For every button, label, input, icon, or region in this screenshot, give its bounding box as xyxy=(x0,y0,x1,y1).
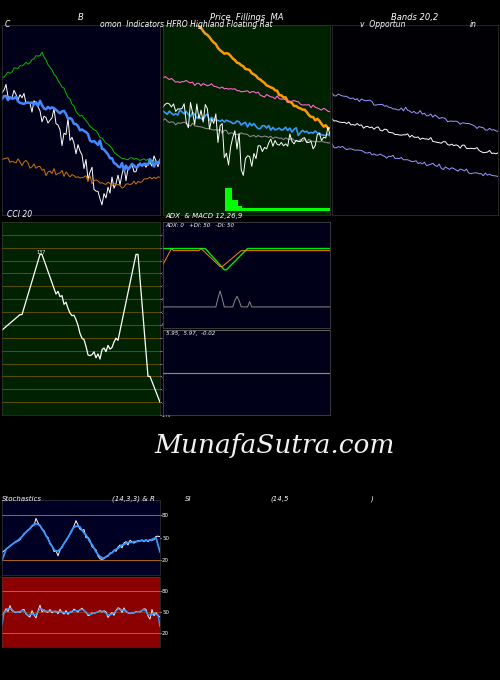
Text: 137: 137 xyxy=(36,250,46,256)
Bar xyxy=(302,208,304,211)
Bar xyxy=(280,208,282,211)
Bar xyxy=(264,208,266,211)
Text: (14,3,3) & R: (14,3,3) & R xyxy=(112,495,155,502)
Text: MunafaSutra.com: MunafaSutra.com xyxy=(155,433,395,458)
Bar xyxy=(236,200,238,211)
Bar xyxy=(259,208,262,211)
Bar xyxy=(240,205,242,211)
Bar xyxy=(253,208,255,211)
Bar xyxy=(238,205,240,211)
Text: Stochastics: Stochastics xyxy=(2,496,42,502)
Bar xyxy=(324,208,327,211)
Text: Bands 20,2: Bands 20,2 xyxy=(392,13,438,22)
Bar xyxy=(276,208,278,211)
Bar xyxy=(274,208,276,211)
Bar xyxy=(230,188,232,211)
Text: in: in xyxy=(470,20,477,29)
Bar xyxy=(295,208,297,211)
Bar xyxy=(232,200,234,211)
Text: SI: SI xyxy=(185,496,192,502)
Bar xyxy=(272,208,274,211)
Text: ADX: 0   +DI: 50   -DI: 50: ADX: 0 +DI: 50 -DI: 50 xyxy=(166,223,234,228)
Bar xyxy=(306,208,308,211)
Text: ): ) xyxy=(370,495,373,502)
Bar xyxy=(320,208,322,211)
Bar xyxy=(327,208,329,211)
Bar xyxy=(308,208,310,211)
Text: omon  Indicators HFRO Highland Floating Rat: omon Indicators HFRO Highland Floating R… xyxy=(100,20,272,29)
Text: B: B xyxy=(78,13,84,22)
Bar xyxy=(310,208,312,211)
Bar xyxy=(266,208,268,211)
Bar xyxy=(284,208,286,211)
Text: ADX  & MACD 12,26,9: ADX & MACD 12,26,9 xyxy=(166,213,243,218)
Bar xyxy=(262,208,264,211)
Bar xyxy=(250,208,253,211)
Text: C: C xyxy=(5,20,10,29)
Text: 5.95,  5.97,  -0.02: 5.95, 5.97, -0.02 xyxy=(166,331,215,337)
Text: CCI 20: CCI 20 xyxy=(7,209,32,218)
Bar xyxy=(282,208,284,211)
Bar xyxy=(286,208,289,211)
Text: (14,5: (14,5 xyxy=(270,495,288,502)
Text: v  Opportun: v Opportun xyxy=(360,20,406,29)
Bar xyxy=(329,208,331,211)
Bar xyxy=(242,208,244,211)
Bar xyxy=(318,208,320,211)
Bar xyxy=(312,208,314,211)
Bar xyxy=(270,208,272,211)
Bar xyxy=(257,208,259,211)
Bar xyxy=(246,208,248,211)
Bar xyxy=(297,208,300,211)
Bar xyxy=(226,188,228,211)
Bar xyxy=(300,208,302,211)
Text: Price  Fillings  MA: Price Fillings MA xyxy=(210,13,283,22)
Bar xyxy=(291,208,293,211)
Bar xyxy=(322,208,324,211)
Bar xyxy=(234,200,236,211)
Bar xyxy=(289,208,291,211)
Bar xyxy=(255,208,257,211)
Bar xyxy=(293,208,295,211)
Bar xyxy=(314,208,316,211)
Bar xyxy=(228,188,230,211)
Bar xyxy=(248,208,250,211)
Bar xyxy=(244,208,246,211)
Bar xyxy=(316,208,318,211)
Bar xyxy=(304,208,306,211)
Bar xyxy=(268,208,270,211)
Bar xyxy=(278,208,280,211)
